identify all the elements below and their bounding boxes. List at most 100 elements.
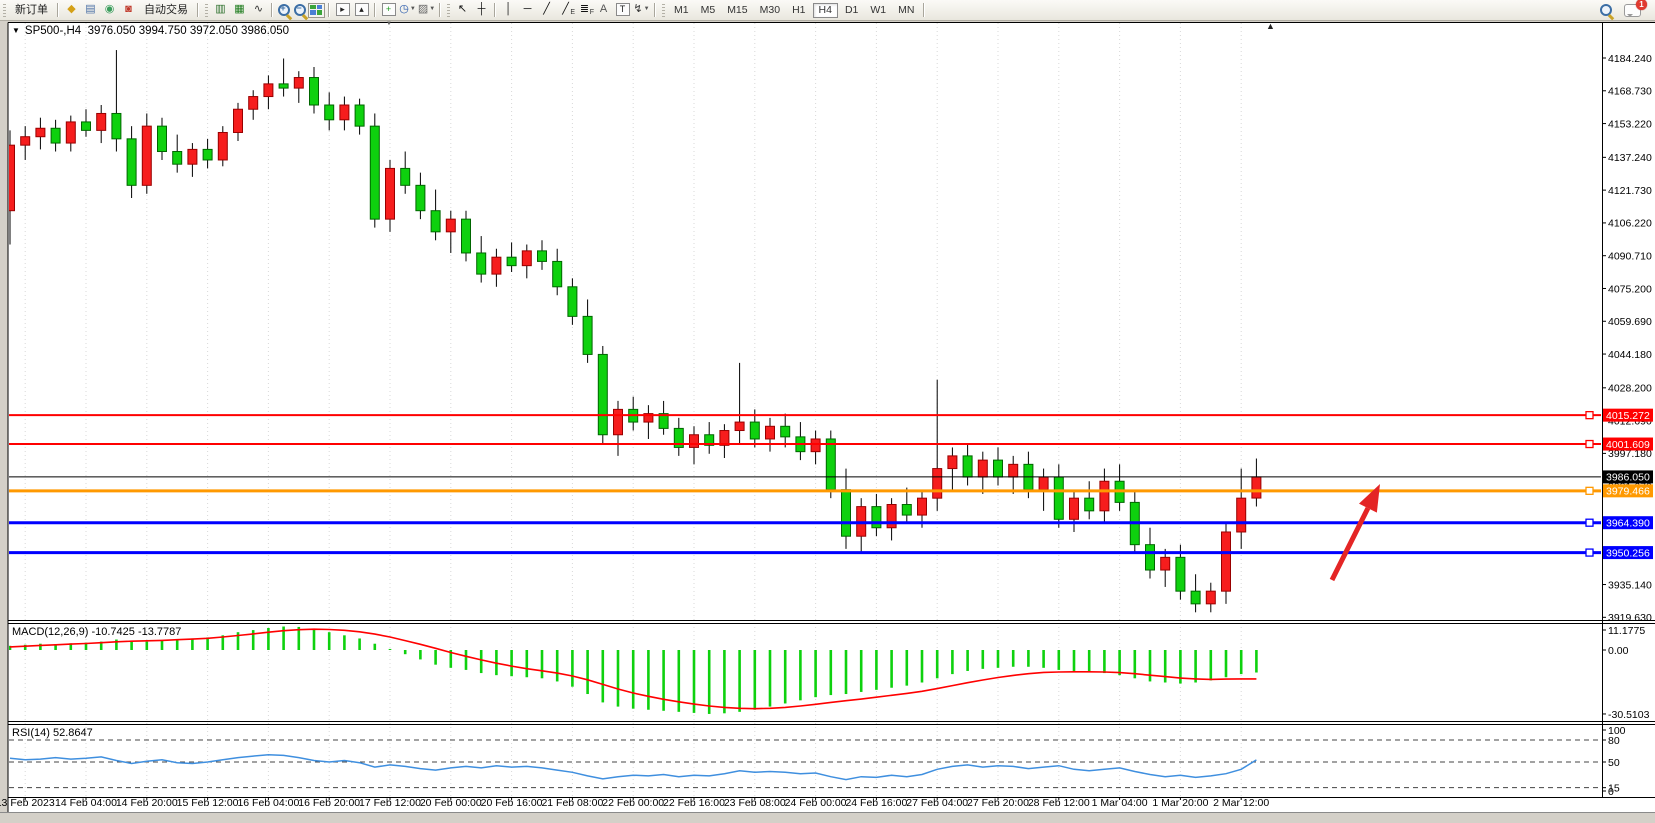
dropdown-caret-icon[interactable]: ▼	[409, 6, 416, 12]
line-handle[interactable]	[1585, 548, 1594, 557]
crosshair-icon[interactable]: ┼	[472, 2, 491, 18]
horizontal-line-icon[interactable]: ─	[518, 2, 537, 18]
candle	[932, 379, 943, 511]
tile-windows-icon[interactable]	[308, 2, 325, 18]
collapse-triangle-icon[interactable]: ▼	[12, 26, 20, 35]
timeframe-button-h1[interactable]: H1	[792, 3, 806, 16]
horizontal-level-line[interactable]	[9, 486, 1601, 495]
candle	[658, 400, 669, 435]
toolbar-grip[interactable]	[205, 3, 208, 17]
horizontal-level-line[interactable]	[9, 548, 1601, 557]
svg-text:3964.390: 3964.390	[1606, 518, 1650, 530]
dropdown-caret-icon[interactable]: ▼	[429, 6, 436, 12]
trendline-icon[interactable]: ╱	[537, 2, 556, 18]
candle	[217, 126, 228, 167]
auto-trading-icon[interactable]: ◙	[119, 2, 138, 18]
price-badge: 4001.609	[1603, 437, 1653, 451]
auto-arrange-icon[interactable]: ▸	[333, 2, 352, 18]
line-chart-mode-icon[interactable]: ∿	[249, 2, 268, 18]
toolbar-grip[interactable]	[3, 3, 6, 17]
search-icon[interactable]	[1598, 2, 1614, 18]
candle	[202, 138, 213, 169]
line-handle[interactable]	[1585, 486, 1594, 495]
candlestick-mode-icon[interactable]: ▦	[230, 2, 249, 18]
candle	[673, 417, 684, 456]
notification-badge: 1	[1636, 0, 1647, 10]
candle	[901, 487, 912, 524]
toolbar-separator	[654, 3, 656, 17]
candle	[552, 248, 563, 296]
candle	[1190, 574, 1201, 613]
svg-text:17 Feb 12:00: 17 Feb 12:00	[359, 797, 421, 809]
candle	[248, 90, 259, 120]
icon-box: T	[615, 3, 630, 16]
candle	[810, 430, 821, 465]
icon-glyph: ▤	[85, 3, 96, 15]
timeframe-button-mn[interactable]: MN	[898, 3, 915, 16]
timeframe-button-m15[interactable]: M15	[727, 3, 748, 16]
timeframe-button-m5[interactable]: M5	[700, 3, 716, 16]
line-handle[interactable]	[1585, 439, 1594, 449]
template-icon[interactable]: ▨▼	[417, 2, 436, 18]
candle	[1084, 481, 1095, 520]
candle	[126, 126, 137, 199]
zoom-in-icon[interactable]: +	[276, 2, 292, 18]
candle	[309, 66, 319, 114]
bar-chart-mode-icon[interactable]: ▥	[211, 2, 230, 18]
new-chart-icon[interactable]: ◆	[62, 2, 81, 18]
candle	[704, 422, 715, 454]
magnifier-sign: −	[296, 3, 302, 13]
candle	[1236, 468, 1247, 549]
candle	[886, 498, 897, 541]
arrow-annotation[interactable]	[1329, 484, 1380, 582]
horizontal-level-line[interactable]	[9, 411, 1601, 420]
line-handle[interactable]	[1585, 518, 1594, 527]
toolbar-separator	[271, 3, 273, 17]
candle	[141, 113, 152, 194]
profiles-icon[interactable]: ▤	[81, 2, 100, 18]
horizontal-level-line[interactable]	[9, 439, 1601, 449]
zoom-out-icon[interactable]: −	[292, 2, 308, 18]
svg-text:20 Feb 00:00: 20 Feb 00:00	[420, 797, 482, 809]
icon-glyph: ╱	[543, 3, 550, 15]
toolbar-separator	[494, 3, 496, 17]
timeframe-button-h4[interactable]: H4	[812, 2, 838, 18]
signal-icon[interactable]: ◉	[100, 2, 119, 18]
dropdown-caret-icon[interactable]: ▼	[386, 21, 392, 27]
svg-text:27 Feb 20:00: 27 Feb 20:00	[967, 797, 1029, 809]
chat-icon[interactable]: 1	[1624, 0, 1647, 17]
cursor-icon[interactable]: ↖	[453, 2, 472, 18]
svg-text:4121.730: 4121.730	[1608, 185, 1652, 197]
vertical-line-icon[interactable]: │	[499, 2, 518, 18]
svg-text:4184.240: 4184.240	[1608, 53, 1652, 65]
icon-glyph: ┼	[477, 3, 486, 15]
timeframe-button-d1[interactable]: D1	[844, 3, 859, 16]
arrows-icon[interactable]: ↯▼	[632, 2, 651, 18]
fibonacci-icon[interactable]: ≣ F	[575, 2, 594, 18]
dropdown-caret-icon[interactable]: ▼	[643, 6, 650, 12]
candle	[780, 413, 791, 448]
magnifier-sign: +	[280, 3, 286, 13]
chart-shift-icon[interactable]: ▴	[352, 2, 371, 18]
equidistant-channel-icon[interactable]: ╱ E	[556, 2, 575, 18]
add-indicator-icon[interactable]: +▼	[379, 2, 398, 27]
new-order-button[interactable]: 新订单	[15, 4, 48, 16]
text-label-icon[interactable]: T	[613, 2, 632, 18]
toolbar-separator	[197, 3, 199, 17]
horizontal-level-line[interactable]	[9, 518, 1601, 527]
toolbar-grip[interactable]	[662, 3, 665, 17]
line-handle[interactable]	[1585, 411, 1594, 420]
text-icon[interactable]: A	[594, 2, 613, 18]
candle	[415, 172, 426, 220]
candle	[324, 92, 335, 131]
timeframe-button-m1[interactable]: M1	[674, 3, 689, 16]
timeframe-button-w1[interactable]: W1	[870, 3, 887, 16]
timeframe-button-m30[interactable]: M30	[759, 3, 781, 16]
candle	[1205, 582, 1216, 613]
period-icon[interactable]: ◷▼	[398, 2, 417, 18]
auto-trading-button[interactable]: 自动交易	[144, 4, 188, 16]
chart-shift-marker-icon[interactable]: ▲	[1266, 21, 1275, 31]
toolbar-grip[interactable]	[447, 3, 450, 17]
